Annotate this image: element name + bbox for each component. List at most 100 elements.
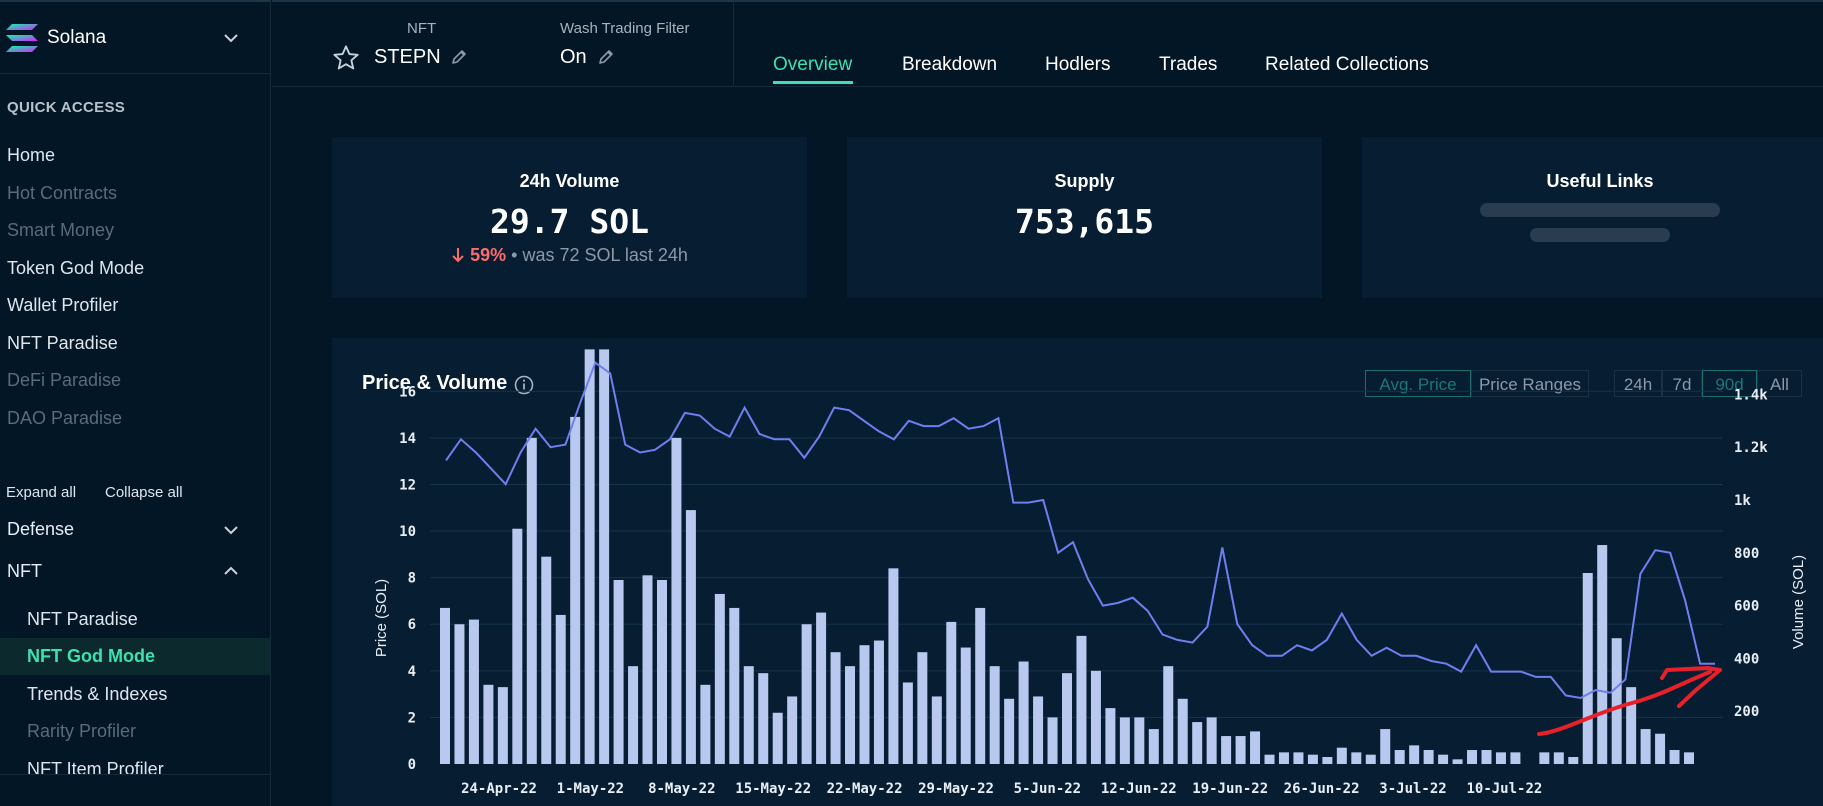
edit-pencil-icon[interactable]	[450, 48, 468, 66]
volume-change: 59% • was 72 SOL last 24h	[332, 245, 807, 266]
volume-bar	[671, 437, 682, 764]
tab-related-collections[interactable]: Related Collections	[1265, 54, 1429, 75]
topbar: NFT STEPN Wash Trading Filter On Overvie…	[272, 0, 1823, 87]
volume-bar	[700, 684, 711, 764]
tab-trades[interactable]: Trades	[1159, 54, 1218, 75]
edit-pencil-icon[interactable]	[597, 48, 615, 66]
chevron-down-icon[interactable]	[222, 29, 240, 47]
x-tick-label: 5-Jun-22	[1014, 781, 1081, 797]
volume-bar	[1495, 752, 1506, 764]
y2-tick-label: 800	[1734, 546, 1759, 562]
volume-bar	[454, 624, 465, 764]
nft-label: NFT	[407, 20, 437, 37]
chain-selector[interactable]: Solana	[0, 2, 271, 74]
nav-token-god-mode[interactable]: Token God Mode	[7, 258, 145, 278]
volume-bar	[989, 666, 1000, 764]
volume-bar	[1568, 757, 1579, 764]
tab-breakdown[interactable]: Breakdown	[902, 54, 998, 75]
group-defense[interactable]: Defense	[7, 519, 75, 539]
volume-bar	[975, 607, 986, 764]
y2-tick-label: 600	[1734, 599, 1759, 615]
range-24h[interactable]: 24h	[1614, 370, 1662, 397]
nav-nft-paradise-sub[interactable]: NFT Paradise	[27, 609, 138, 629]
volume-bar	[1336, 747, 1347, 764]
collapse-all-button[interactable]: Collapse all	[105, 484, 183, 501]
star-icon[interactable]	[332, 44, 360, 72]
y-axis-label: Price (SOL)	[373, 579, 390, 657]
volume-bar	[526, 437, 537, 764]
volume-bar	[1365, 754, 1376, 764]
volume-bar	[613, 579, 624, 764]
range-7d[interactable]: 7d	[1662, 370, 1702, 397]
nav-trends-indexes[interactable]: Trends & Indexes	[27, 684, 168, 704]
volume-bar	[1264, 754, 1275, 764]
x-tick-label: 8-May-22	[648, 781, 715, 797]
links-loading-placeholder	[1480, 203, 1720, 217]
tab-overview[interactable]: Overview	[773, 54, 853, 75]
nav-nft-god-mode[interactable]: NFT God Mode	[27, 646, 155, 666]
nav-home[interactable]: Home	[7, 145, 56, 165]
volume-bar	[1423, 750, 1434, 764]
nav-hot-contracts[interactable]: Hot Contracts	[7, 183, 118, 203]
volume-bar	[1481, 750, 1492, 764]
range-90d[interactable]: 90d	[1702, 370, 1757, 397]
nav-rarity-profiler[interactable]: Rarity Profiler	[27, 721, 137, 741]
volume-bar	[1062, 673, 1072, 764]
volume-change-text: • was 72 SOL last 24h	[511, 245, 688, 265]
volume-bar	[468, 619, 479, 764]
nav-nft-paradise[interactable]: NFT Paradise	[7, 333, 118, 353]
volume-bar	[541, 556, 552, 764]
volume-bar	[714, 593, 725, 764]
nav-nft-item-profiler[interactable]: NFT Item Profiler	[27, 759, 164, 779]
nav-defi-paradise[interactable]: DeFi Paradise	[7, 370, 122, 390]
volume-bar	[1452, 759, 1463, 764]
volume-bar	[917, 652, 928, 764]
wash-filter-value: On	[560, 46, 587, 68]
range-all[interactable]: All	[1757, 370, 1802, 397]
volume-bar	[555, 614, 566, 764]
supply-value: 753,615	[1014, 202, 1155, 241]
volume-bar	[1278, 752, 1289, 764]
mode-avg-price[interactable]: Avg. Price	[1365, 370, 1471, 397]
y2-axis-label: Volume (SOL)	[1790, 555, 1807, 649]
volume-bar	[1307, 754, 1318, 764]
nav-dao-paradise[interactable]: DAO Paradise	[7, 408, 123, 428]
volume-bar	[772, 712, 783, 764]
y2-tick-label: 400	[1734, 651, 1759, 667]
mode-price-ranges[interactable]: Price Ranges	[1471, 370, 1589, 397]
volume-bar	[743, 666, 754, 764]
volume-bar	[1669, 750, 1680, 764]
y-tick-label: 14	[399, 431, 416, 447]
quick-access-title: QUICK ACCESS	[7, 99, 126, 116]
y2-tick-label: 1k	[1734, 493, 1751, 509]
chevron-up-icon[interactable]	[222, 562, 240, 580]
volume-bar	[845, 666, 856, 764]
volume-bar	[584, 349, 595, 764]
volume-bar	[787, 696, 798, 764]
volume-bar	[1351, 752, 1362, 764]
volume-bar	[946, 621, 957, 764]
y-tick-label: 10	[399, 524, 416, 540]
volume-bar	[1163, 666, 1174, 764]
volume-bar	[1582, 572, 1593, 764]
nav-smart-money[interactable]: Smart Money	[7, 220, 115, 240]
expand-all-button[interactable]: Expand all	[6, 484, 77, 501]
chart-title: Price & Volume	[362, 372, 508, 394]
chevron-down-icon[interactable]	[222, 521, 240, 539]
volume-bar	[931, 696, 942, 764]
nav-wallet-profiler[interactable]: Wallet Profiler	[7, 295, 119, 315]
y2-tick-label: 1.4k	[1734, 387, 1768, 403]
y-tick-label: 4	[408, 664, 416, 680]
info-icon[interactable]	[514, 375, 534, 395]
volume-bar	[570, 416, 581, 764]
volume-bar	[1047, 717, 1058, 764]
volume-bar	[888, 568, 899, 764]
tab-hodlers[interactable]: Hodlers	[1045, 54, 1111, 75]
volume-bar	[1626, 687, 1637, 764]
active-tab-indicator	[773, 81, 853, 84]
volume-bar	[816, 612, 827, 764]
group-nft[interactable]: NFT	[7, 561, 42, 581]
volume-value: 29.7 SOL	[490, 202, 649, 241]
volume-bar	[1090, 670, 1101, 764]
y2-tick-label: 200	[1734, 704, 1759, 720]
